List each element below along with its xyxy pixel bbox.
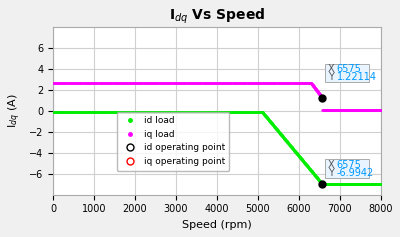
FancyBboxPatch shape [326, 159, 368, 178]
Text: 1.22114: 1.22114 [336, 72, 376, 82]
Text: X: X [328, 64, 334, 74]
Text: Y: Y [328, 72, 334, 82]
Text: 6575: 6575 [336, 160, 362, 169]
Text: X: X [328, 160, 334, 169]
X-axis label: Speed (rpm): Speed (rpm) [182, 220, 252, 230]
FancyBboxPatch shape [326, 64, 368, 82]
Legend: id load, iq load, id operating point, iq operating point: id load, iq load, id operating point, iq… [116, 112, 229, 170]
Title: I$_{dq}$ Vs Speed: I$_{dq}$ Vs Speed [169, 7, 265, 26]
Text: 6575: 6575 [336, 64, 362, 74]
Y-axis label: I$_{dq}$ (A): I$_{dq}$ (A) [7, 94, 23, 128]
Text: Y: Y [328, 168, 334, 178]
Text: -6.9942: -6.9942 [336, 168, 374, 178]
